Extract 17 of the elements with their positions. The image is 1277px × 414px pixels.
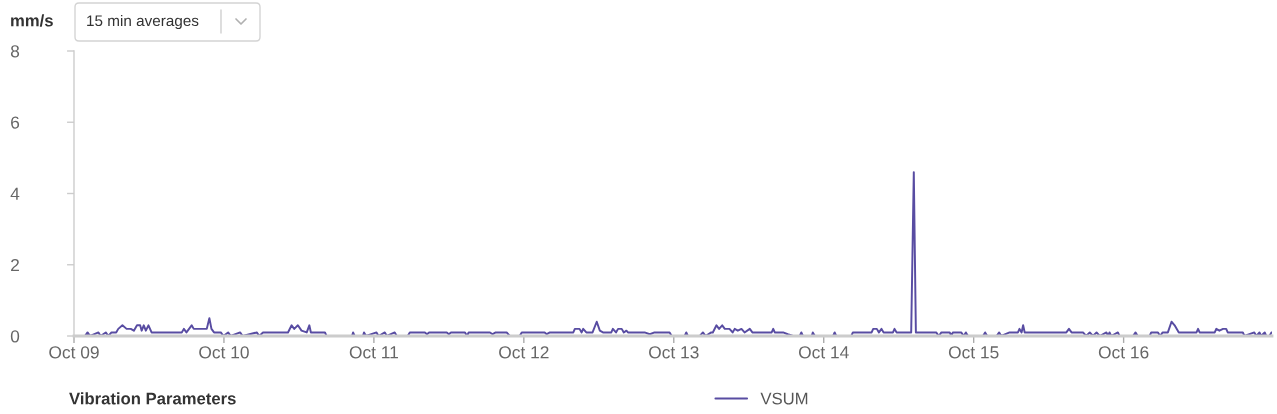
x-tick-label: Oct 16 (1098, 346, 1149, 359)
y-tick-label: 2 (11, 258, 19, 272)
x-tick-label: Oct 11 (349, 346, 398, 359)
text: Vibration Parameters (69, 392, 236, 405)
legend-label: VSUM (760, 392, 808, 405)
y-tick-label: 8 (10, 45, 20, 58)
x-tick-label: Oct 12 (499, 346, 549, 359)
x-tick-label: Oct 09 (49, 346, 99, 359)
x-tick-label: Oct 13 (649, 346, 699, 359)
x-tick-label: Oct 14 (798, 346, 849, 359)
y-tick-label: 6 (11, 116, 20, 129)
x-tick-label: Oct 15 (948, 346, 999, 359)
y-tick-label: 0 (10, 330, 20, 343)
text: 15 min averages (87, 14, 199, 30)
x-tick-label: Oct 10 (199, 346, 249, 359)
y-axis-title: mm/s (11, 14, 53, 27)
y-tick-label: 4 (10, 187, 20, 200)
